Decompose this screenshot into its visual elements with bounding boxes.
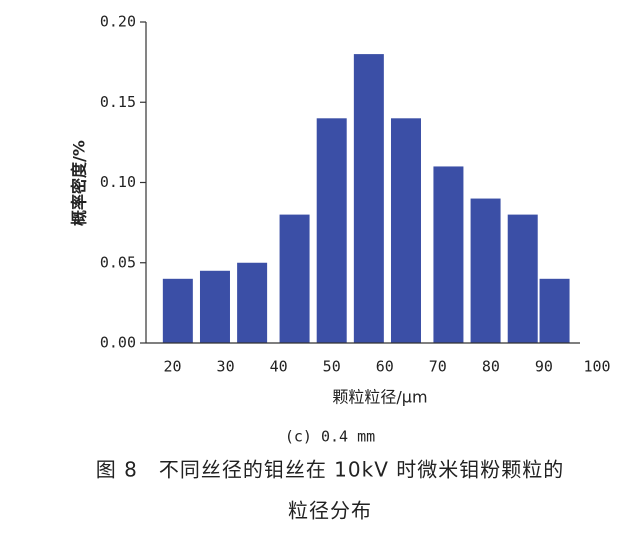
- x-tick-label: 90: [535, 358, 553, 376]
- x-tick-label: 70: [429, 358, 447, 376]
- bar: [539, 278, 570, 343]
- x-tick-label: 80: [482, 358, 500, 376]
- caption-line: 图 8 不同丝径的钼丝在 10kV 时微米钼粉颗粒的: [96, 458, 565, 482]
- bar: [433, 166, 464, 343]
- bar: [237, 262, 268, 343]
- x-tick-label: 20: [163, 358, 181, 376]
- x-axis-label: 颗粒粒径/μm: [332, 388, 427, 407]
- bar: [390, 118, 421, 343]
- bar: [470, 198, 501, 343]
- bar: [199, 270, 230, 343]
- bar: [316, 118, 347, 343]
- y-tick-label: 0.00: [100, 334, 136, 352]
- caption-line: 粒径分布: [288, 499, 372, 523]
- y-axis-label: 概率密度/%: [70, 140, 89, 226]
- y-tick-label: 0.15: [100, 93, 136, 111]
- bar: [162, 278, 193, 343]
- x-tick-label: 40: [270, 358, 288, 376]
- y-tick-label: 0.10: [100, 173, 136, 191]
- bar: [353, 54, 384, 343]
- bar: [507, 214, 538, 343]
- y-tick-label: 0.20: [100, 13, 136, 31]
- x-tick-label: 50: [323, 358, 341, 376]
- y-tick-label: 0.05: [100, 253, 136, 271]
- x-tick-label: 100: [583, 358, 610, 376]
- x-tick-label: 30: [217, 358, 235, 376]
- x-tick-label: 60: [376, 358, 394, 376]
- subcaption: (c) 0.4 mm: [285, 428, 375, 446]
- bar: [279, 214, 310, 343]
